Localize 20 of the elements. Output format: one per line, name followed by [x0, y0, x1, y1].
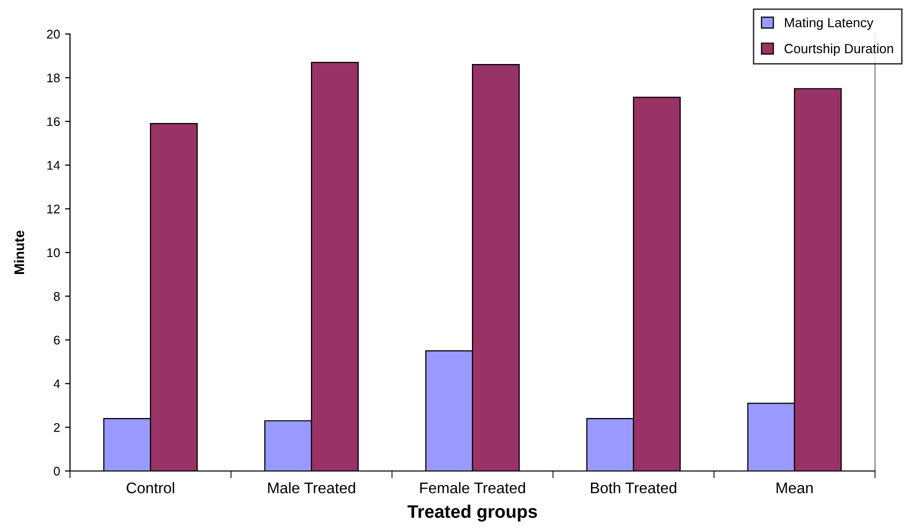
x-tick-label: Mean [776, 482, 813, 494]
y-tick-label: 14 [47, 161, 60, 170]
y-tick-label: 18 [47, 74, 60, 82]
y-tick-label: 4 [54, 380, 60, 388]
y-axis-title: Minute [14, 230, 24, 274]
y-tick-label: 0 [54, 466, 60, 476]
y-tick-label: 12 [47, 204, 60, 214]
y-tick-label: 2 [54, 423, 60, 432]
legend-label: Courtship Duration [784, 44, 894, 56]
x-tick-label: Both Treated [591, 482, 676, 494]
legend-label: Mating Latency [785, 18, 874, 30]
y-tick-label: 16 [47, 117, 60, 126]
x-tick-label: Male Treated [268, 482, 356, 494]
x-tick-label: Control [126, 482, 174, 494]
y-tick-label: 8 [54, 292, 60, 301]
x-tick-label: Female Treated [420, 482, 526, 494]
y-tick-label: 10 [47, 248, 60, 258]
y-tick-label: 20 [47, 30, 60, 39]
y-tick-label: 6 [54, 336, 60, 345]
x-axis-title: Treated groups [407, 504, 537, 522]
